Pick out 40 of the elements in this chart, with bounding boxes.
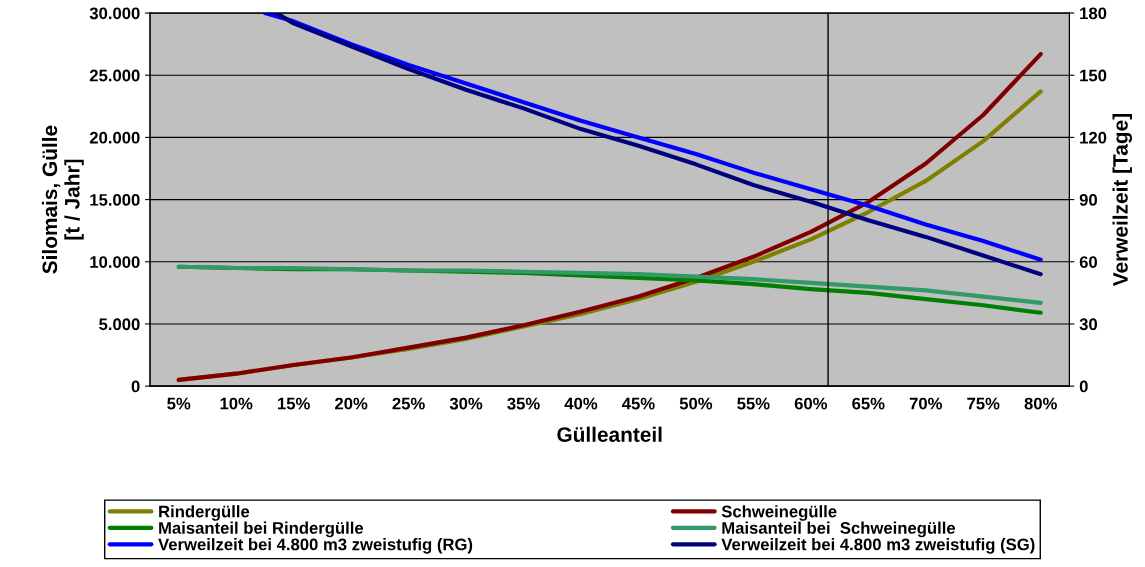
x-tick-label: 70%: [909, 397, 943, 410]
x-axis-title: Gülleanteil: [557, 426, 662, 442]
legend-label: Verweilzeit bei 4.800 m3 zweistufig (SG): [721, 538, 1035, 554]
x-tick-label: 80%: [1024, 397, 1057, 410]
x-tick-label: 40%: [564, 397, 598, 410]
y2-tick-label: 60: [1079, 256, 1098, 268]
x-tick-label: 20%: [335, 397, 368, 410]
y-tick-label: 25.000: [89, 69, 140, 82]
y-axis-title: Silomais, Gülle [t / Jahr]: [41, 125, 84, 274]
y2-tick-label: 30: [1079, 318, 1098, 331]
x-tick-label: 15%: [278, 397, 310, 410]
legend-label: Maisanteil bei Schweinegülle: [722, 521, 956, 538]
legend-label: Maisanteil bei Rindergülle: [159, 521, 364, 538]
y2-axis-title: Verweilzeit [Tage]: [1112, 114, 1133, 287]
y-tick-label: 5.000: [99, 318, 140, 331]
x-tick-label: 30%: [449, 397, 483, 410]
x-tick-label: 75%: [967, 397, 1000, 410]
x-tick-label: 50%: [679, 397, 713, 410]
y-tick-label: 10.000: [90, 256, 140, 268]
legend-label: Rindergülle: [159, 505, 250, 521]
x-tick-label: 65%: [852, 397, 885, 410]
y2-tick-label: 150: [1080, 69, 1107, 82]
y2-tick-label: 120: [1080, 131, 1107, 144]
y-tick-label: 30.000: [89, 7, 140, 20]
y2-tick-label: 180: [1080, 7, 1107, 20]
legend-label: Verweilzeit bei 4.800 m3 zweistufig (RG): [158, 538, 473, 554]
x-tick-label: 55%: [737, 397, 770, 410]
x-tick-label: 5%: [167, 397, 191, 410]
y2-tick-label: 0: [1079, 380, 1088, 393]
y2-tick-label: 90: [1079, 193, 1098, 206]
legend-label: Schweinegülle: [721, 505, 837, 521]
x-tick-label: 45%: [622, 397, 655, 410]
x-tick-label: 60%: [794, 397, 828, 410]
y-tick-label: 20.000: [89, 131, 140, 144]
x-tick-label: 25%: [392, 397, 425, 410]
y-tick-label: 15.000: [90, 193, 140, 206]
x-tick-label: 35%: [507, 397, 540, 410]
line-series: [176, 264, 1043, 305]
y-tick-label: 0: [131, 380, 140, 393]
x-tick-label: 10%: [220, 397, 253, 410]
